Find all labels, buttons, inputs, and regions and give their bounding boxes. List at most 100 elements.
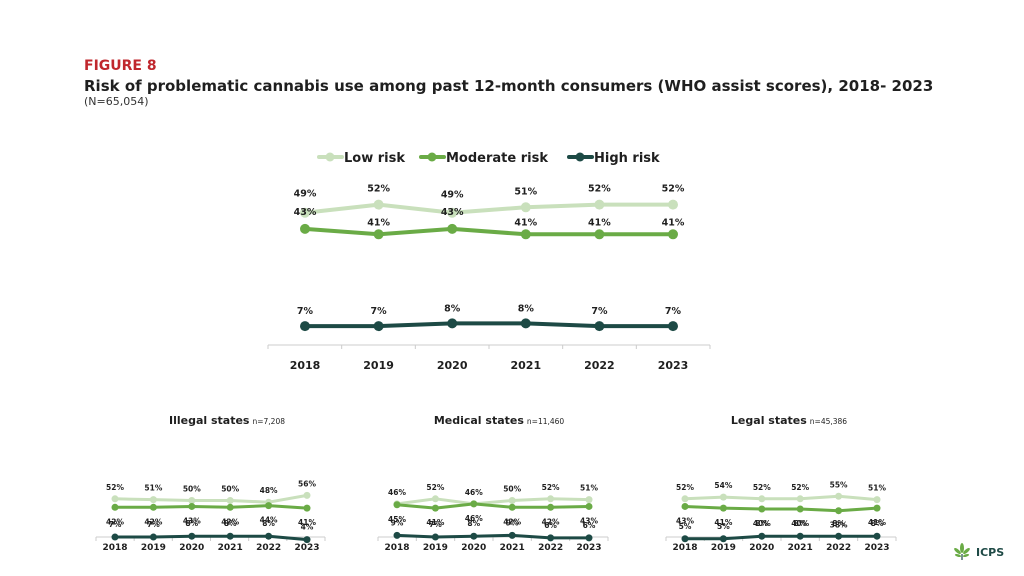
data-point bbox=[447, 207, 458, 218]
data-point bbox=[508, 503, 516, 511]
data-label: 8% bbox=[185, 519, 198, 528]
data-label: 7% bbox=[665, 306, 682, 317]
chart-subtitle: n=7,208 bbox=[252, 417, 285, 426]
figure-label: FIGURE 8 bbox=[84, 58, 157, 74]
data-point bbox=[594, 199, 605, 210]
data-label: 56% bbox=[298, 479, 316, 488]
data-point bbox=[520, 229, 531, 240]
data-label: 41% bbox=[868, 518, 886, 527]
data-point bbox=[393, 531, 401, 539]
figure-title: Risk of problematic cannabis use among p… bbox=[84, 77, 934, 95]
logo-text: ICPS bbox=[976, 545, 1005, 559]
data-point bbox=[373, 321, 384, 332]
legend-swatch-marker bbox=[575, 152, 585, 162]
chart-title-text: Illegal states bbox=[169, 414, 250, 427]
data-point bbox=[835, 492, 843, 500]
data-point bbox=[668, 199, 678, 210]
x-tick-label: 2019 bbox=[711, 543, 736, 553]
chart-title-group: Medical states n=11,460 bbox=[434, 414, 565, 427]
x-tick-label: 2020 bbox=[749, 543, 774, 553]
data-point bbox=[470, 500, 478, 508]
series-line-low bbox=[113, 493, 309, 504]
data-point bbox=[111, 533, 119, 541]
data-label: 50% bbox=[221, 485, 239, 494]
data-label: 52% bbox=[367, 184, 390, 195]
x-tick-label: 2020 bbox=[461, 543, 486, 553]
data-label: 8% bbox=[832, 519, 845, 528]
data-point bbox=[470, 532, 478, 540]
data-label: 8% bbox=[224, 519, 237, 528]
x-tick-label: 2020 bbox=[179, 543, 204, 553]
legend-label: Moderate risk bbox=[446, 151, 548, 166]
x-tick-label: 2020 bbox=[437, 359, 468, 372]
data-label: 8% bbox=[794, 519, 807, 528]
data-point bbox=[300, 223, 310, 234]
series-low: 49% 52% 49% 51% 52% 52% bbox=[294, 184, 685, 218]
data-label: 4% bbox=[301, 523, 314, 532]
data-point bbox=[594, 321, 605, 332]
data-label: 9% bbox=[506, 518, 519, 527]
data-point bbox=[547, 534, 555, 542]
data-label: 9% bbox=[391, 518, 404, 527]
data-label: 51% bbox=[514, 186, 537, 197]
data-point bbox=[681, 502, 689, 510]
data-point bbox=[188, 497, 196, 504]
data-label: 8% bbox=[518, 303, 535, 314]
data-point bbox=[668, 321, 678, 332]
data-point bbox=[585, 502, 593, 510]
data-label: 5% bbox=[679, 522, 692, 531]
data-label: 41% bbox=[426, 518, 444, 527]
data-point bbox=[719, 535, 727, 543]
data-label: 42% bbox=[542, 517, 560, 526]
data-label: 51% bbox=[144, 484, 162, 493]
data-point bbox=[585, 534, 593, 542]
data-label: 43% bbox=[580, 516, 598, 525]
data-label: 51% bbox=[580, 484, 598, 493]
x-tick-label: 2023 bbox=[576, 543, 601, 553]
data-point bbox=[520, 318, 531, 329]
data-label: 49% bbox=[441, 190, 464, 201]
data-label: 42% bbox=[144, 517, 162, 526]
series-moderate: 45% 41% 46% 42% 42% 43% bbox=[388, 500, 598, 527]
series-line-moderate bbox=[303, 226, 675, 237]
data-label: 41% bbox=[662, 217, 685, 228]
data-label: 41% bbox=[298, 518, 316, 527]
data-point bbox=[668, 229, 678, 240]
chart-title-text: Legal states bbox=[731, 414, 807, 427]
data-point bbox=[447, 318, 458, 329]
legend-label: Low risk bbox=[344, 151, 405, 166]
data-point bbox=[508, 497, 516, 504]
data-point bbox=[149, 496, 157, 504]
data-label: 52% bbox=[426, 483, 444, 492]
data-label: 50% bbox=[183, 485, 201, 494]
data-label: 40% bbox=[791, 519, 809, 528]
series-moderate: 43% 41% 43% 41% 41% 41% bbox=[294, 207, 685, 240]
data-point bbox=[835, 507, 843, 515]
data-point bbox=[431, 533, 439, 541]
data-point bbox=[393, 501, 401, 509]
data-point bbox=[796, 505, 804, 513]
data-point bbox=[149, 503, 157, 511]
legend: Low risk Moderate risk High risk bbox=[317, 151, 660, 166]
chart-title-text: Medical states bbox=[434, 414, 525, 427]
series-line-low bbox=[303, 202, 675, 215]
series-high: 7% 7% 8% 8% 7% 7% bbox=[297, 303, 682, 332]
data-point bbox=[758, 505, 766, 513]
x-tick-label: 2018 bbox=[384, 543, 409, 553]
data-label: 7% bbox=[147, 520, 160, 529]
legend-item-moderate: Moderate risk bbox=[419, 151, 548, 166]
data-label: 42% bbox=[106, 517, 124, 526]
chart-subtitle: n=11,460 bbox=[527, 417, 565, 426]
data-label: 43% bbox=[441, 207, 464, 218]
series-line-moderate bbox=[395, 502, 591, 510]
series-low: 52% 51% 50% 50% 48% 56% bbox=[106, 479, 316, 506]
data-point bbox=[547, 503, 555, 511]
data-point bbox=[431, 504, 439, 512]
legend-item-low: Low risk bbox=[317, 151, 405, 166]
data-label: 8% bbox=[755, 519, 768, 528]
series-line-high bbox=[113, 534, 309, 542]
series-high: 9% 7% 8% 9% 6% 6% bbox=[391, 518, 596, 542]
data-point bbox=[585, 496, 593, 504]
data-point bbox=[303, 536, 311, 544]
data-label: 43% bbox=[294, 207, 317, 218]
